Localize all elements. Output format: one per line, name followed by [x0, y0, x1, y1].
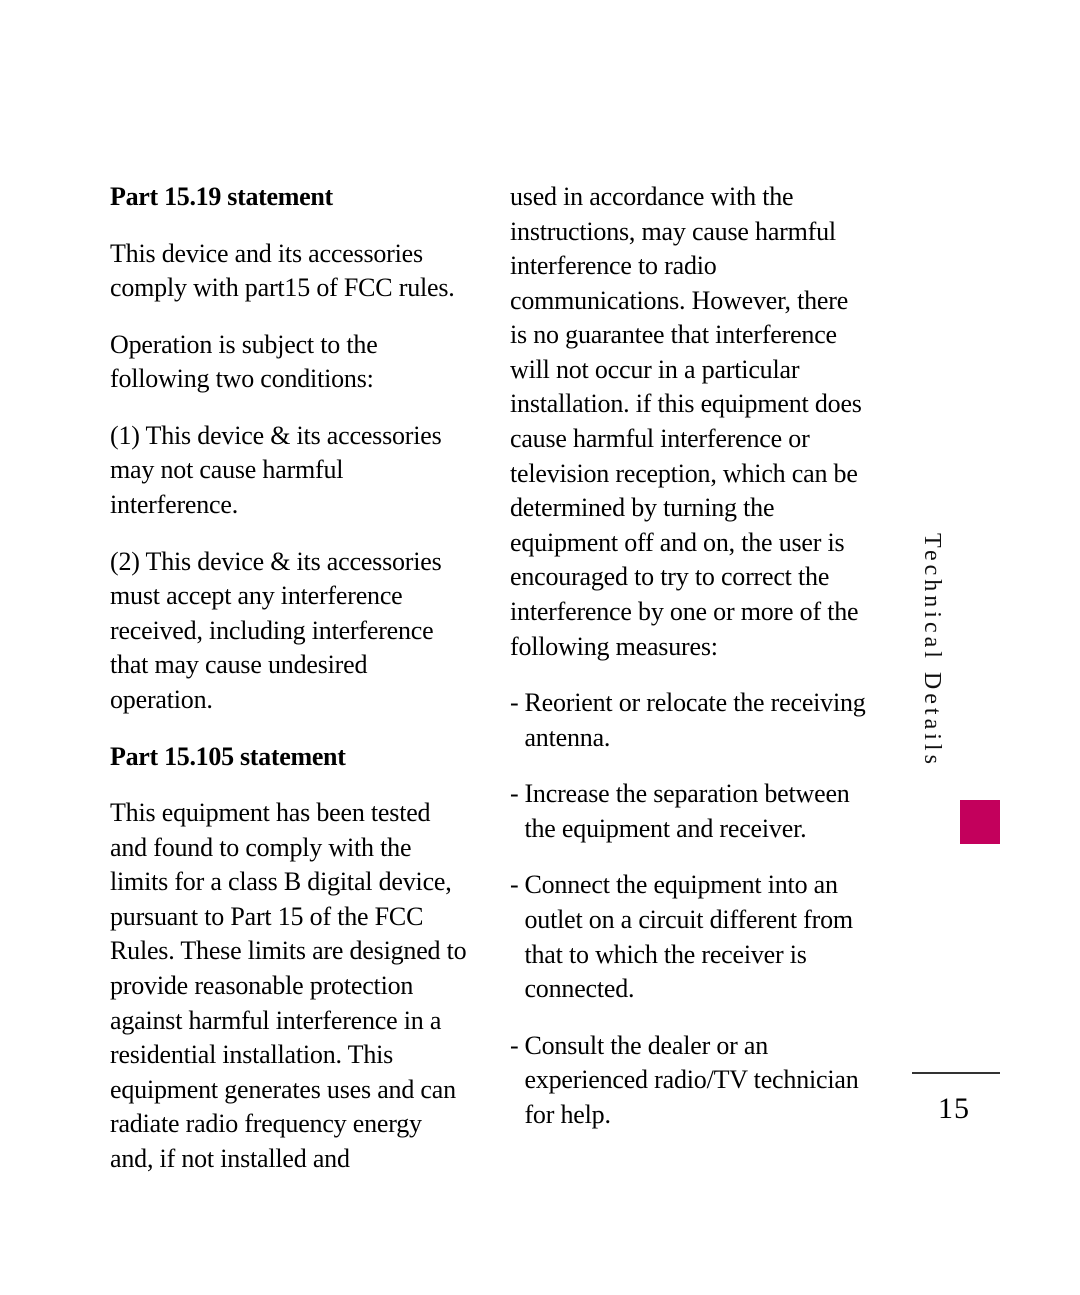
list-item-text: Increase the separation between the equi…: [524, 777, 870, 846]
measures-list: - Reorient or relocate the receiving ant…: [510, 686, 870, 1132]
list-item: - Increase the separation between the eq…: [510, 777, 870, 846]
list-item-text: Connect the equipment into an outlet on …: [524, 868, 870, 1006]
bullet-dash-icon: -: [510, 868, 524, 1006]
body-text: This equipment has been tested and found…: [110, 796, 470, 1176]
page-number-rule: [912, 1072, 1000, 1074]
list-item-text: Reorient or relocate the receiving anten…: [524, 686, 870, 755]
bullet-dash-icon: -: [510, 777, 524, 846]
list-item: - Reorient or relocate the receiving ant…: [510, 686, 870, 755]
heading-part-15-105: Part 15.105 statement: [110, 740, 470, 775]
left-column: Part 15.19 statement This device and its…: [110, 180, 470, 1198]
bullet-dash-icon: -: [510, 1029, 524, 1133]
bullet-dash-icon: -: [510, 686, 524, 755]
list-item: - Connect the equipment into an outlet o…: [510, 868, 870, 1006]
list-item-text: Consult the dealer or an experienced rad…: [524, 1029, 870, 1133]
heading-part-15-19: Part 15.19 statement: [110, 180, 470, 215]
page-body: Part 15.19 statement This device and its…: [110, 180, 870, 1198]
body-text: Operation is subject to the following tw…: [110, 328, 470, 397]
section-label-vertical: Technical Details: [918, 533, 945, 768]
right-column: used in accordance with the instructions…: [510, 180, 870, 1198]
section-tab-accent: [960, 800, 1000, 844]
body-text: (1) This device & its accessories may no…: [110, 419, 470, 523]
page-number: 15: [938, 1092, 970, 1126]
list-item: - Consult the dealer or an experienced r…: [510, 1029, 870, 1133]
body-text: (2) This device & its accessories must a…: [110, 545, 470, 718]
body-text: This device and its accessories comply w…: [110, 237, 470, 306]
body-text: used in accordance with the instructions…: [510, 180, 870, 664]
